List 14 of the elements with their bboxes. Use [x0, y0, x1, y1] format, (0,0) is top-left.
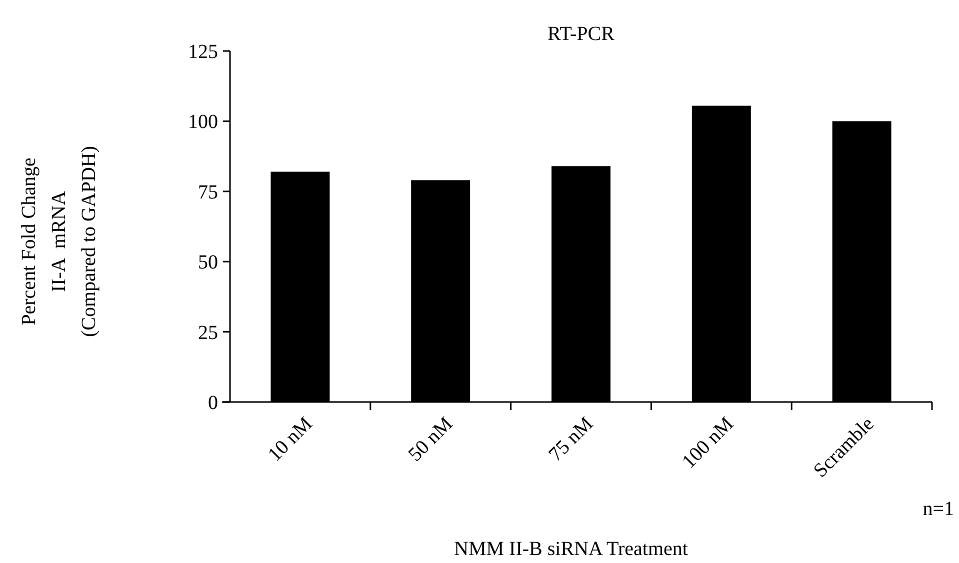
text: n=1 — [922, 498, 954, 520]
y-tick-label: 125 — [188, 41, 218, 63]
y-tick-label: 0 — [208, 392, 218, 414]
x-tick-label: 75 nM — [544, 412, 598, 466]
y-tick-label: 50 — [198, 252, 218, 274]
chart-title: RT-PCR — [548, 23, 616, 45]
x-tick-label: 10 nM — [264, 412, 317, 466]
y-tick-label: 25 — [198, 322, 218, 344]
y-tick-label: 100 — [188, 111, 218, 134]
y-axis-title: Percent Fold Change II-A mRNA (Compared to GAPDH) — [18, 146, 100, 338]
x-tick-label: 100 nM — [678, 412, 738, 473]
y-tick-label: 75 — [198, 181, 218, 204]
x-tick-label: 50 nM — [404, 412, 458, 466]
x-axis-title: NMM II-B siRNA Treatment — [454, 538, 688, 560]
